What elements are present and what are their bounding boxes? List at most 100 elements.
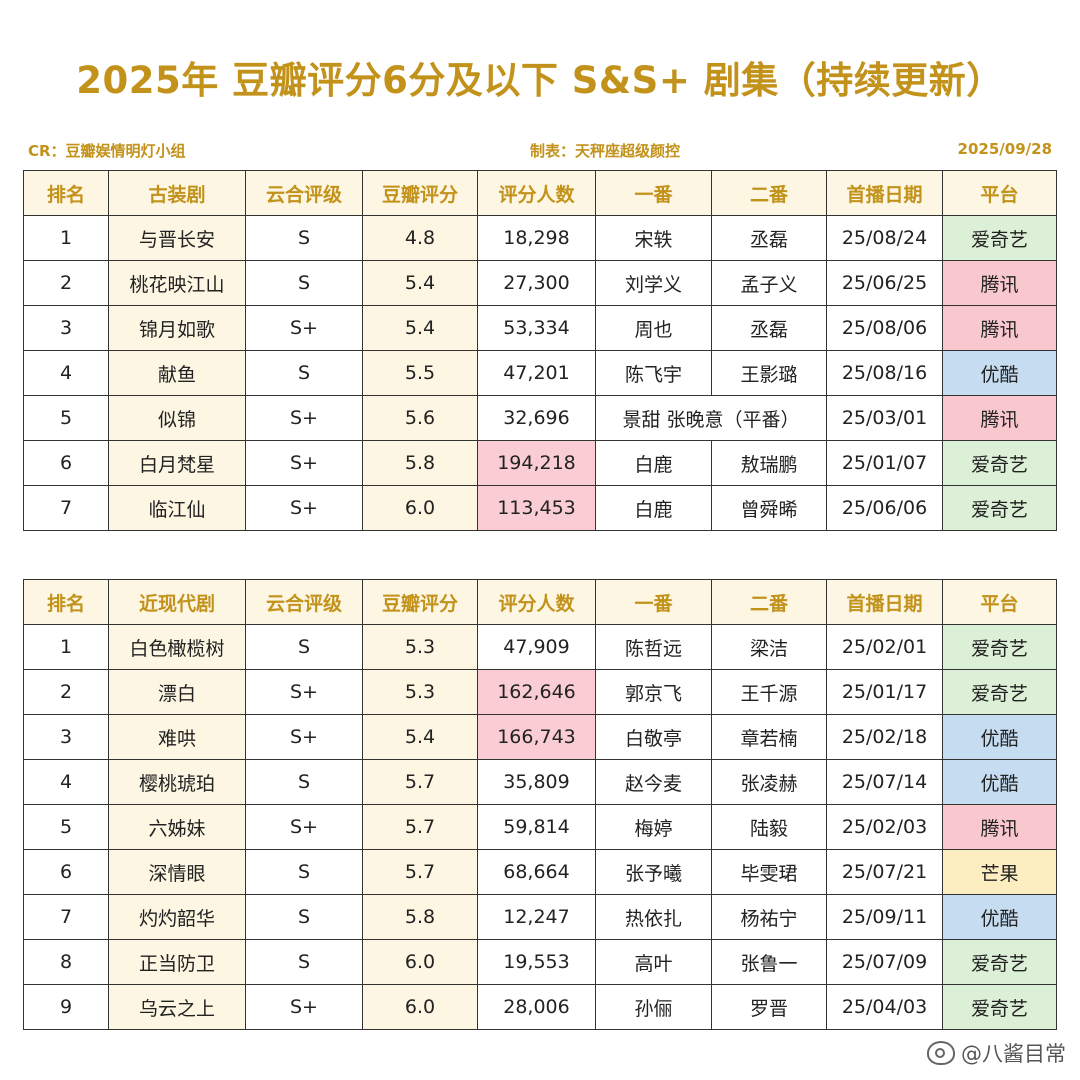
lead1-cell: 宋轶 (595, 215, 712, 261)
rank-cell: 2 (23, 260, 109, 306)
rank-cell: 6 (23, 440, 109, 486)
header-lead2: 二番 (711, 579, 827, 625)
drama-title-cell: 正当防卫 (108, 939, 246, 985)
douban-score-cell: 4.8 (362, 215, 478, 261)
lead2-cell: 孟子义 (711, 260, 827, 306)
lead1-cell: 白敬亭 (595, 714, 712, 760)
rank-cell: 9 (23, 984, 109, 1030)
rating-count-cell: 47,909 (477, 624, 596, 670)
leads-merged-cell: 景甜 张晚意（平番） (595, 395, 827, 441)
lead2-cell: 丞磊 (711, 305, 827, 351)
drama-title-cell: 献鱼 (108, 350, 246, 396)
header-lead1: 一番 (595, 170, 712, 216)
drama-title-cell: 白色橄榄树 (108, 624, 246, 670)
header-lead1: 一番 (595, 579, 712, 625)
lead1-cell: 陈哲远 (595, 624, 712, 670)
table-row: 8 正当防卫 S 6.0 19,553 高叶 张鲁一 25/07/09 爱奇艺 (23, 939, 1057, 985)
weibo-icon (927, 1041, 955, 1065)
table-row: 5 似锦 S+ 5.6 32,696 景甜 张晚意（平番） 25/03/01 腾讯 (23, 395, 1057, 441)
header-rating-count: 评分人数 (477, 170, 596, 216)
grade-cell: S (245, 350, 363, 396)
douban-score-cell: 5.7 (362, 849, 478, 895)
lead1-cell: 郭京飞 (595, 669, 712, 715)
lead1-cell: 刘学义 (595, 260, 712, 306)
rank-cell: 2 (23, 669, 109, 715)
header-rank: 排名 (23, 170, 109, 216)
table-row: 4 樱桃琥珀 S 5.7 35,809 赵今麦 张凌赫 25/07/14 优酷 (23, 759, 1057, 805)
douban-score-cell: 5.8 (362, 440, 478, 486)
grade-cell: S (245, 759, 363, 805)
rating-count-cell: 47,201 (477, 350, 596, 396)
rating-count-cell: 19,553 (477, 939, 596, 985)
rank-cell: 6 (23, 849, 109, 895)
douban-score-cell: 5.7 (362, 759, 478, 805)
grade-cell: S (245, 894, 363, 940)
modern-drama-table: 排名 近现代剧 云合评级 豆瓣评分 评分人数 一番 二番 首播日期 平台 1 白色橄榄树 S 5.3 4… (23, 579, 1057, 1030)
grade-cell: S (245, 849, 363, 895)
table-row: 9 乌云之上 S+ 6.0 28,006 孙俪 罗晋 25/04/03 爱奇艺 (23, 984, 1057, 1030)
header-grade: 云合评级 (245, 170, 363, 216)
lead1-cell: 张予曦 (595, 849, 712, 895)
header-rating-count: 评分人数 (477, 579, 596, 625)
lead2-cell: 毕雯珺 (711, 849, 827, 895)
platform-cell: 芒果 (942, 849, 1057, 895)
header-premiere-date: 首播日期 (826, 579, 943, 625)
table-row: 5 六姊妹 S+ 5.7 59,814 梅婷 陆毅 25/02/03 腾讯 (23, 804, 1057, 850)
platform-cell: 腾讯 (942, 260, 1057, 306)
drama-title-cell: 灼灼韶华 (108, 894, 246, 940)
rank-cell: 8 (23, 939, 109, 985)
premiere-date-cell: 25/03/01 (826, 395, 943, 441)
grade-cell: S (245, 624, 363, 670)
premiere-date-cell: 25/07/14 (826, 759, 943, 805)
platform-cell: 腾讯 (942, 305, 1057, 351)
grade-cell: S+ (245, 984, 363, 1030)
platform-cell: 爱奇艺 (942, 984, 1057, 1030)
rating-count-cell: 162,646 (477, 669, 596, 715)
premiere-date-cell: 25/02/01 (826, 624, 943, 670)
premiere-date-cell: 25/07/21 (826, 849, 943, 895)
grade-cell: S+ (245, 485, 363, 531)
lead1-cell: 陈飞宇 (595, 350, 712, 396)
rating-count-cell: 35,809 (477, 759, 596, 805)
grade-cell: S+ (245, 440, 363, 486)
rank-cell: 7 (23, 485, 109, 531)
table-header-row: 排名 近现代剧 云合评级 豆瓣评分 评分人数 一番 二番 首播日期 平台 (23, 579, 1057, 625)
drama-title-cell: 似锦 (108, 395, 246, 441)
premiere-date-cell: 25/06/25 (826, 260, 943, 306)
lead2-cell: 丞磊 (711, 215, 827, 261)
grade-cell: S (245, 260, 363, 306)
premiere-date-cell: 25/02/18 (826, 714, 943, 760)
douban-score-cell: 5.6 (362, 395, 478, 441)
drama-title-cell: 与晋长安 (108, 215, 246, 261)
premiere-date-cell: 25/06/06 (826, 485, 943, 531)
douban-score-cell: 5.4 (362, 260, 478, 306)
platform-cell: 爱奇艺 (942, 485, 1057, 531)
lead1-cell: 白鹿 (595, 485, 712, 531)
premiere-date-cell: 25/08/06 (826, 305, 943, 351)
header-rank: 排名 (23, 579, 109, 625)
premiere-date-cell: 25/08/16 (826, 350, 943, 396)
douban-score-cell: 6.0 (362, 939, 478, 985)
premiere-date-cell: 25/04/03 (826, 984, 943, 1030)
lead2-cell: 王影璐 (711, 350, 827, 396)
rating-count-cell: 59,814 (477, 804, 596, 850)
rating-count-cell: 194,218 (477, 440, 596, 486)
lead1-cell: 周也 (595, 305, 712, 351)
header-douban-score: 豆瓣评分 (362, 579, 478, 625)
rank-cell: 3 (23, 305, 109, 351)
rank-cell: 7 (23, 894, 109, 940)
platform-cell: 腾讯 (942, 804, 1057, 850)
platform-cell: 优酷 (942, 759, 1057, 805)
lead2-cell: 陆毅 (711, 804, 827, 850)
drama-title-cell: 白月梵星 (108, 440, 246, 486)
premiere-date-cell: 25/01/17 (826, 669, 943, 715)
drama-title-cell: 漂白 (108, 669, 246, 715)
drama-title-cell: 难哄 (108, 714, 246, 760)
table-row: 6 深情眼 S 5.7 68,664 张予曦 毕雯珺 25/07/21 芒果 (23, 849, 1057, 895)
rank-cell: 1 (23, 215, 109, 261)
douban-score-cell: 5.3 (362, 624, 478, 670)
premiere-date-cell: 25/07/09 (826, 939, 943, 985)
table-maker: 制表：天秤座超级颜控 (530, 142, 681, 160)
drama-title-cell: 六姊妹 (108, 804, 246, 850)
table-row: 4 献鱼 S 5.5 47,201 陈飞宇 王影璐 25/08/16 优酷 (23, 350, 1057, 396)
